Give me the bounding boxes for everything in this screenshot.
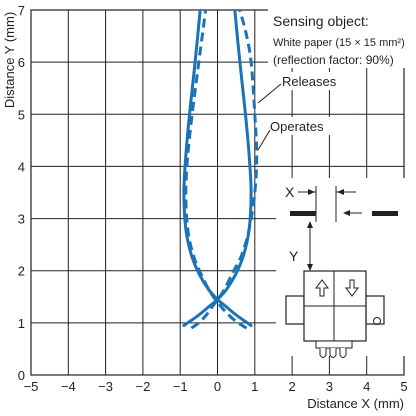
x-tick-label: 0 — [214, 379, 221, 394]
sensor-diagram: X Y — [276, 178, 406, 358]
y-tick-label: 7 — [18, 3, 25, 18]
x-tick-label: −4 — [61, 379, 76, 394]
sensing-object-material: White paper (15 × 15 mm²) — [273, 37, 405, 49]
operates-curve-1 — [182, 10, 253, 327]
sensing-object-title: Sensing object: — [273, 13, 369, 29]
y-tick-label: 6 — [18, 55, 25, 70]
x-tick-label: −3 — [98, 379, 113, 394]
y-tick-label: 3 — [18, 212, 25, 227]
x-axis-label: Distance X (mm) — [307, 396, 404, 411]
x-tick-label: 5 — [400, 379, 407, 394]
y-tick-label: 5 — [18, 107, 25, 122]
x-tick-label: 2 — [288, 379, 295, 394]
releases-label: Releases — [282, 74, 337, 89]
x-tick-label: 1 — [251, 379, 258, 394]
operates-leader-line — [257, 129, 271, 151]
sensing-object-right — [372, 211, 398, 216]
releases-curve-1 — [184, 10, 248, 330]
y-tick-label: 4 — [18, 159, 25, 174]
diagram-y-label: Y — [289, 248, 299, 264]
x-tick-label: −1 — [173, 379, 188, 394]
x-tick-label: 4 — [363, 379, 370, 394]
y-tick-label: 2 — [18, 264, 25, 279]
operates-curve-2 — [182, 10, 253, 327]
x-tick-label: −5 — [24, 379, 39, 394]
releases-curve-2 — [190, 10, 259, 330]
releases-leader-line — [257, 83, 282, 104]
sensing-object-reflection: (reflection factor: 90%) — [273, 53, 394, 67]
diagram-x-label: X — [285, 184, 295, 200]
operates-label-bg — [268, 117, 330, 135]
sensing-object-box — [268, 8, 412, 68]
x-tick-label: −2 — [135, 379, 150, 394]
sensing-object-left — [290, 211, 316, 216]
series-curves — [182, 10, 259, 330]
y-tick-label: 0 — [18, 368, 25, 383]
y-tick-label: 1 — [18, 316, 25, 331]
x-tick-label: 3 — [326, 379, 333, 394]
releases-label-bg — [280, 72, 340, 90]
y-axis-label: Distance Y (mm) — [2, 12, 17, 108]
tick-labels: −5 −4 −3 −2 −1 0 1 2 3 4 5 0 1 2 3 4 5 6 7 — [18, 3, 408, 394]
operates-label: Operates — [270, 119, 324, 134]
